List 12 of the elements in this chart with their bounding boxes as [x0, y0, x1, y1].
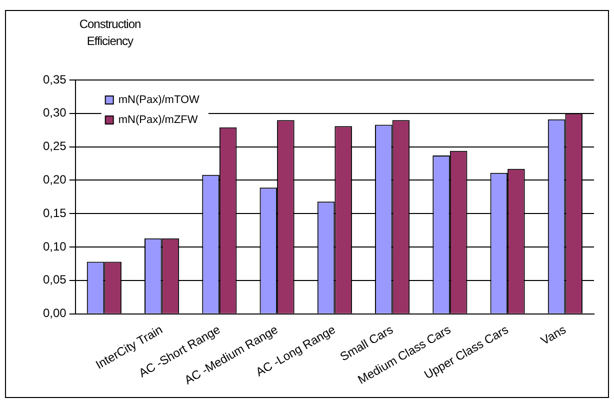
- legend-label: mN(Pax)/mZFW: [118, 114, 198, 126]
- y-tick-label: 0,35: [42, 72, 67, 86]
- y-axis-title: Construction Efficiency: [78, 16, 142, 50]
- x-tick-label: Vans: [538, 322, 568, 348]
- y-tick-label: 0,00: [42, 306, 67, 320]
- y-tick-label: 0,05: [42, 272, 67, 287]
- y-tick-label: 0,30: [42, 106, 67, 120]
- legend-label: mN(Pax)/mTOW: [118, 94, 200, 106]
- y-tick-label: 0,25: [42, 139, 67, 154]
- y-tick-label: 0,10: [42, 239, 67, 254]
- y-tick-label: 0,15: [42, 206, 67, 220]
- y-tick-label: 0,20: [42, 172, 67, 187]
